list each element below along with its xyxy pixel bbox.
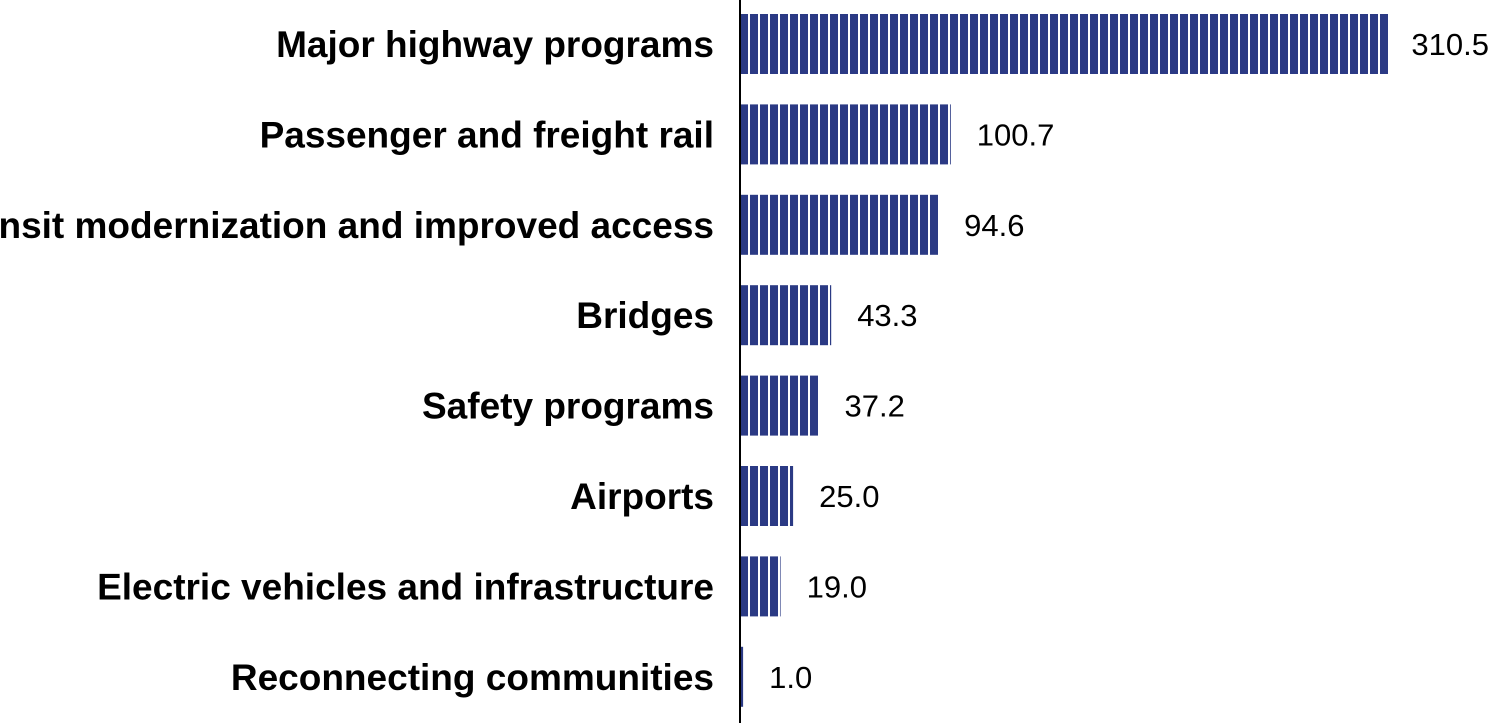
category-label-1: Passenger and freight rail [260,114,714,155]
category-label-3: Bridges [576,295,714,336]
value-label-5: 25.0 [819,479,879,514]
category-label-4: Safety programs [422,386,714,427]
bar-5 [741,466,794,526]
bars-group [741,14,1388,707]
category-label-6: Electric vehicles and infrastructure [97,566,714,607]
category-label-7: Reconnecting communities [231,657,714,698]
bar-3 [741,285,832,346]
value-label-6: 19.0 [807,569,867,604]
value-label-7: 1.0 [769,660,812,695]
value-label-0: 310.5 [1411,27,1489,62]
bar-7 [741,646,744,707]
category-labels: Major highway programs Passenger and frei… [0,24,714,698]
value-label-3: 43.3 [857,298,917,333]
bar-0 [741,14,1388,74]
bar-1 [741,104,951,165]
category-label-2: Transit modernization and improved acces… [0,205,714,246]
category-label-5: Airports [570,476,714,517]
bar-6 [741,556,781,617]
value-label-2: 94.6 [964,208,1024,243]
value-labels: 310.5 100.7 94.6 43.3 37.2 25.0 19.0 1.0 [769,27,1489,695]
bar-2 [741,194,939,255]
value-label-4: 37.2 [845,389,905,424]
bar-4 [741,375,819,436]
value-label-1: 100.7 [977,117,1055,152]
category-label-0: Major highway programs [276,24,714,65]
